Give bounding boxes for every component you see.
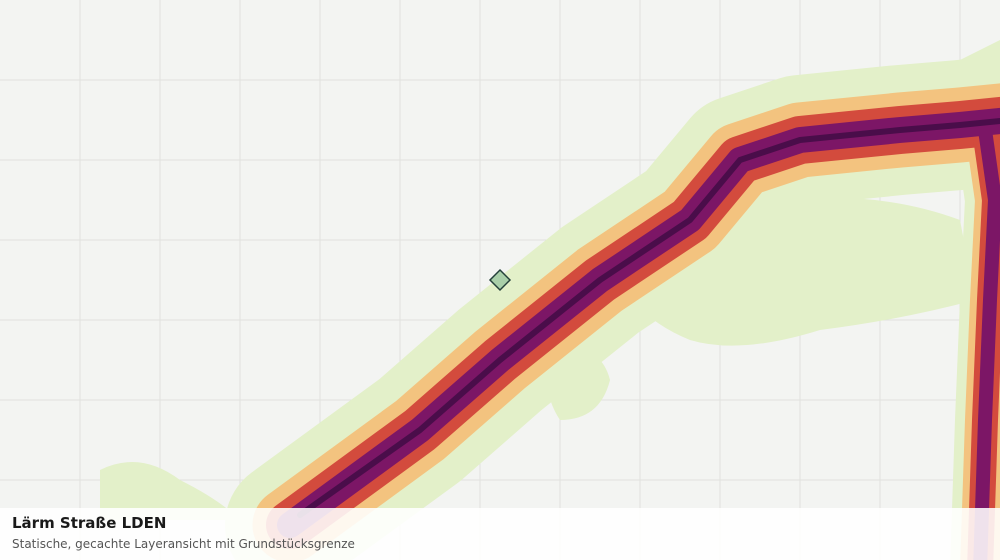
layer-subtitle: Statische, gecachte Layeransicht mit Gru… <box>12 537 355 551</box>
info-panel: Lärm Straße LDEN Statische, gecachte Lay… <box>0 508 1000 560</box>
parcel-boundary[interactable] <box>488 268 512 292</box>
layer-title: Lärm Straße LDEN <box>12 514 167 532</box>
noise-bands <box>225 55 1000 560</box>
